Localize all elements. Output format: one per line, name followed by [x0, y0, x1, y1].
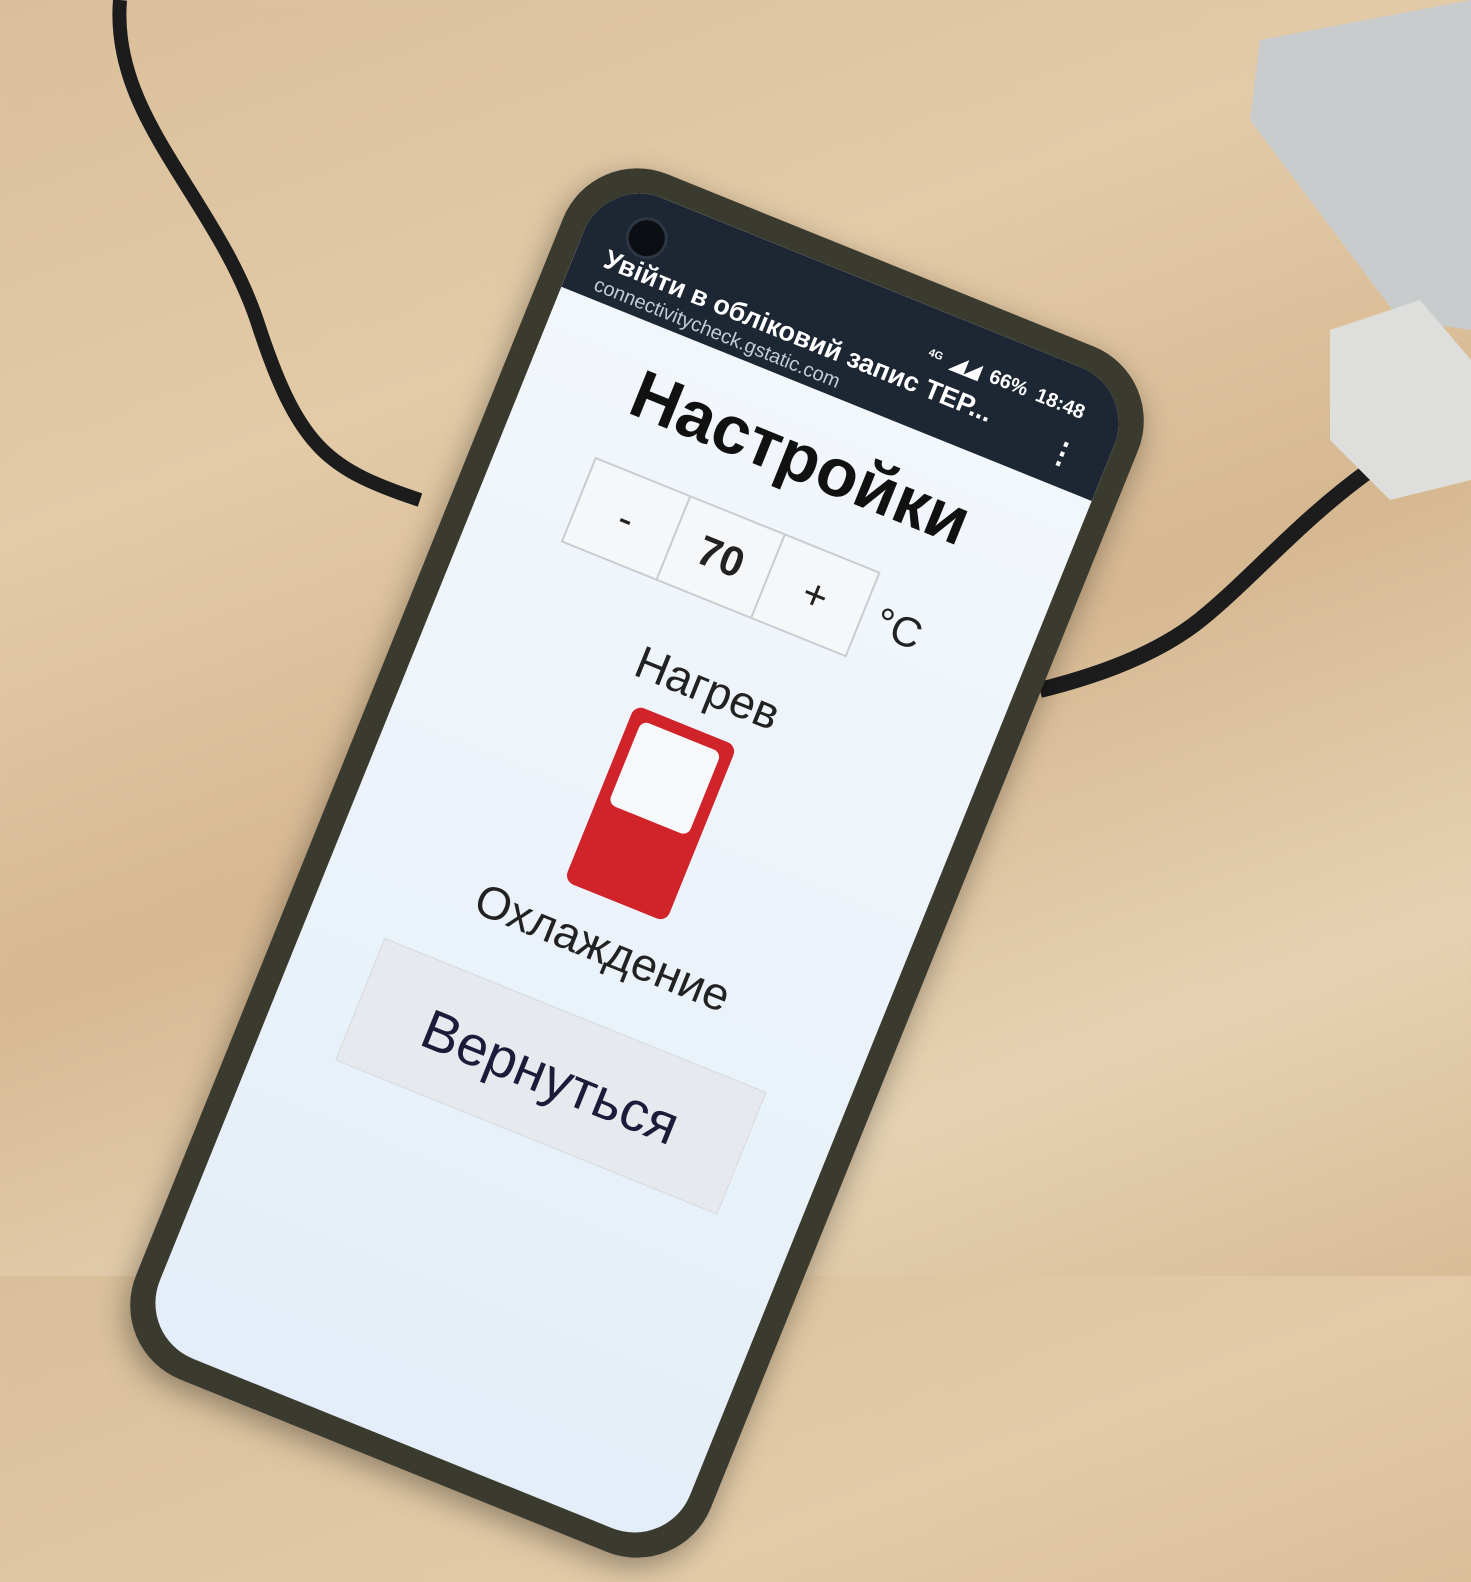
signal: ◢◢: [947, 351, 985, 384]
toggle-knob: [608, 720, 722, 837]
time: 18:48: [1032, 384, 1088, 424]
device-box: [1250, 0, 1471, 330]
cable: [112, 0, 423, 507]
unit: °C: [867, 597, 930, 659]
menu[interactable]: ⋮: [1042, 433, 1083, 475]
network: 4G: [926, 346, 946, 363]
cable-gland: [1330, 300, 1471, 500]
battery: 66%: [985, 365, 1032, 401]
mode-toggle[interactable]: [563, 704, 738, 923]
background: [112, 0, 1471, 698]
cable: [1038, 463, 1375, 698]
